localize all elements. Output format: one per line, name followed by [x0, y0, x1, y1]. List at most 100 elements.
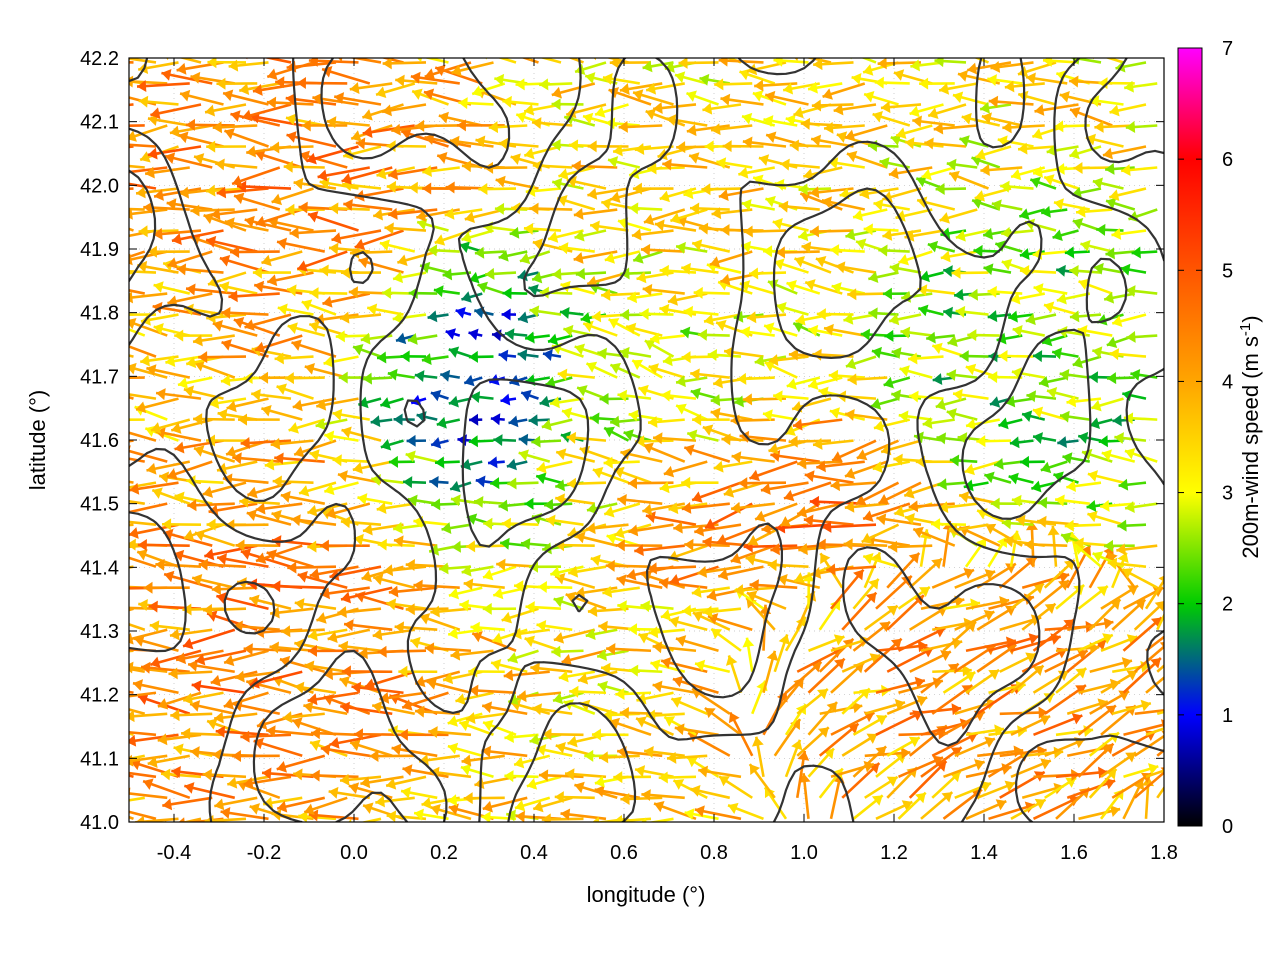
wind-vector-head — [530, 662, 540, 675]
wind-vector-head — [586, 502, 598, 515]
wind-vector-shaft — [129, 354, 134, 358]
wind-vector-head — [561, 654, 572, 666]
wind-vector-head — [308, 629, 318, 641]
wind-vector-head — [152, 487, 163, 499]
wind-vector-head — [659, 577, 669, 590]
wind-vector-head — [869, 653, 881, 665]
wind-vector-head — [413, 579, 423, 592]
wind-vector-head — [431, 498, 441, 511]
wind-vector-head — [1065, 777, 1077, 788]
wind-vector-head — [163, 528, 174, 541]
wind-vector-head — [1037, 515, 1047, 528]
wind-vector-head — [340, 516, 351, 529]
wind-vector-head — [220, 807, 231, 819]
wind-vector-head — [1165, 595, 1176, 606]
wind-vector-head — [448, 627, 458, 640]
wind-vector-head — [405, 603, 415, 616]
wind-vector-head — [728, 802, 739, 815]
wind-vector-head — [623, 429, 634, 441]
wind-vector-head — [817, 689, 828, 700]
wind-vector-head — [111, 89, 121, 101]
wind-vector-head — [167, 468, 178, 480]
wind-vector-head — [490, 477, 500, 490]
wind-vector-head — [171, 765, 181, 778]
wind-vector-head — [697, 566, 708, 578]
wind-vector-head — [490, 413, 501, 426]
wind-vector-head — [681, 604, 692, 617]
wind-vector-head — [348, 819, 352, 822]
wind-vector-head — [493, 587, 504, 600]
wind-vector-head — [1118, 690, 1130, 701]
wind-vector-head — [1126, 634, 1138, 646]
wind-vector-head — [936, 432, 947, 445]
wind-vector-head — [1025, 652, 1036, 664]
wind-vector-head — [653, 432, 663, 445]
wind-vector-head — [150, 422, 162, 434]
wind-vector-head — [375, 795, 385, 808]
wind-vector-head — [226, 445, 237, 458]
wind-vector-head — [266, 725, 276, 738]
wind-vector-head — [447, 742, 459, 755]
wind-vector-shaft — [1156, 785, 1164, 799]
wind-vector-head — [1009, 436, 1020, 449]
wind-vector-head — [307, 693, 318, 706]
wind-vector-head — [353, 533, 364, 546]
wind-vector-head — [415, 705, 425, 718]
wind-vector-head — [1066, 480, 1077, 493]
x-tick-label: -0.2 — [247, 842, 281, 864]
wind-vector-shaft — [1156, 612, 1164, 631]
wind-vector-head — [91, 213, 102, 224]
wind-vector-head — [755, 510, 766, 522]
wind-vector-head — [326, 507, 337, 519]
wind-vector-head — [1034, 798, 1046, 810]
wind-vector-head — [1032, 406, 1044, 419]
wind-vector-head — [587, 604, 598, 617]
wind-vector-head — [984, 471, 995, 484]
wind-vector-head — [482, 701, 493, 714]
wind-vector-head — [237, 413, 247, 426]
wind-vector-head — [1080, 545, 1092, 557]
wind-vector-head — [1032, 665, 1044, 676]
wind-vector-shaft — [129, 691, 157, 698]
wind-vector-head — [203, 603, 213, 616]
wind-vector-head — [617, 494, 627, 506]
wind-vector-head — [673, 779, 685, 790]
wind-vector-head — [338, 640, 349, 653]
wind-vectors — [91, 58, 1176, 822]
wind-vector-head — [1005, 563, 1016, 574]
wind-vector-head — [1089, 417, 1101, 430]
wind-vector-head — [798, 543, 808, 556]
wind-vector-shaft — [1145, 635, 1164, 652]
wind-vector-head — [866, 733, 878, 744]
y-tick-label: 41.1 — [80, 748, 119, 770]
colorbar-title-close: ) — [1238, 315, 1263, 322]
wind-vector-head — [91, 647, 100, 659]
wind-vector-head — [249, 803, 261, 815]
wind-vector-head — [324, 483, 335, 496]
wind-vector-head — [261, 404, 272, 417]
x-tick-labels: -0.4 -0.2 0.0 0.2 0.4 0.6 0.8 1.0 1.2 1.4 1.6 1.8 — [157, 842, 1178, 864]
wind-vector-head — [129, 291, 134, 304]
wind-vector-head — [294, 446, 305, 458]
wind-vector-head — [1062, 452, 1073, 465]
wind-vector-head — [277, 800, 288, 813]
wind-vector-head — [560, 431, 572, 443]
wind-vector-head — [173, 549, 185, 562]
wind-vector-shaft — [129, 792, 168, 800]
wind-vector-head — [628, 409, 639, 422]
wind-vector-head — [160, 768, 171, 781]
wind-vector-head — [742, 637, 755, 648]
wind-vector-head — [157, 698, 169, 710]
wind-vector-head — [894, 505, 905, 518]
wind-vector-head — [447, 715, 458, 727]
wind-vector-head — [214, 798, 225, 811]
wind-vector-head — [749, 579, 759, 592]
wind-vector-head — [377, 645, 387, 658]
wind-vector-head — [147, 756, 158, 768]
wind-vector-shaft — [129, 544, 145, 549]
wind-vector-head — [299, 485, 310, 497]
wind-vector-head — [287, 561, 297, 574]
wind-vector-head — [963, 479, 974, 492]
wind-vector-head — [797, 750, 810, 761]
wind-vector-head — [739, 430, 750, 443]
